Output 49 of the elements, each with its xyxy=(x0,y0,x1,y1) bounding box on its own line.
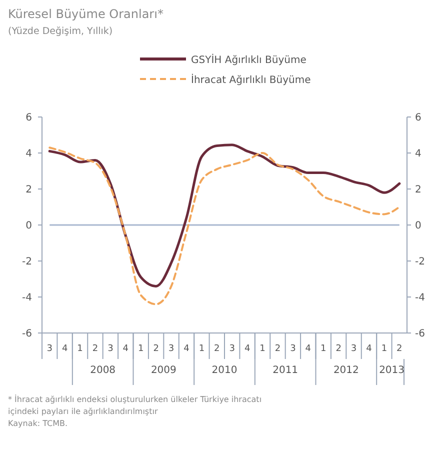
x-tick-label: 1 xyxy=(198,344,205,354)
text: 2011 xyxy=(272,365,298,376)
y2-tick-label: -2 xyxy=(415,256,425,268)
text: 2010 xyxy=(212,365,238,376)
x-tick-label: 3 xyxy=(46,344,52,354)
x-tick-label: 3 xyxy=(229,344,235,354)
x-tick-label: 4 xyxy=(244,344,250,354)
x-tick-label: 4 xyxy=(62,344,68,354)
y2-tick-label: 6 xyxy=(415,112,422,124)
x-tick-label: 1 xyxy=(320,344,326,354)
y-tick-label: 0 xyxy=(26,220,32,232)
legend-label: GSYİH Ağırlıklı Büyüme xyxy=(191,53,306,66)
chart-title: Küresel Büyüme Oranları* xyxy=(8,7,164,21)
x-tick-label: 4 xyxy=(366,344,372,354)
y2-tick-label: -4 xyxy=(415,292,425,304)
x-tick-label: 2 xyxy=(214,344,220,354)
text: * İhracat ağırlıklı endeksi oluşturulurken ülkeler Türkiye ihracatı içindeki payları ile ağırlıklandırılmıştır xyxy=(8,394,262,416)
x-tick-label: 2 xyxy=(396,344,402,354)
text: 2012 xyxy=(333,365,359,376)
x-tick-label: 4 xyxy=(122,344,129,354)
x-tick-label: 1 xyxy=(381,344,388,354)
text: 2009 xyxy=(150,365,176,376)
legend-label: İhracat Ağırlıklı Büyüme xyxy=(191,73,311,86)
y-tick-label: 4 xyxy=(26,148,32,160)
x-tick-label: 2 xyxy=(153,344,159,354)
x-tick-label: 3 xyxy=(108,344,114,354)
y2-tick-label: -6 xyxy=(415,328,425,340)
x-tick-label: 2 xyxy=(336,344,342,354)
chart-subtitle: (Yüzde Değişim, Yıllık) xyxy=(8,26,113,37)
y-tick-label: -4 xyxy=(22,292,32,304)
x-tick-label: 3 xyxy=(168,344,174,354)
y2-tick-label: 0 xyxy=(415,220,422,232)
x-tick-label: 4 xyxy=(184,344,190,354)
y-tick-label: -6 xyxy=(22,328,32,340)
y2-tick-label: 4 xyxy=(415,148,422,160)
x-tick-label: 1 xyxy=(260,344,266,354)
x-tick-label: 1 xyxy=(138,344,144,354)
text: 2008 xyxy=(90,365,116,376)
x-tick-label: 3 xyxy=(350,344,357,354)
y-tick-label: -2 xyxy=(22,256,32,268)
y-tick-label: 6 xyxy=(26,112,32,124)
x-tick-label: 3 xyxy=(290,344,296,354)
y2-tick-label: 2 xyxy=(415,184,422,196)
text: Kaynak: TCMB. xyxy=(8,419,68,428)
x-tick-label: 2 xyxy=(92,344,98,354)
x-tick-label: 1 xyxy=(77,344,83,354)
x-tick-label: 4 xyxy=(305,344,312,354)
y-tick-label: 2 xyxy=(26,184,32,196)
x-tick-label: 2 xyxy=(274,344,281,354)
